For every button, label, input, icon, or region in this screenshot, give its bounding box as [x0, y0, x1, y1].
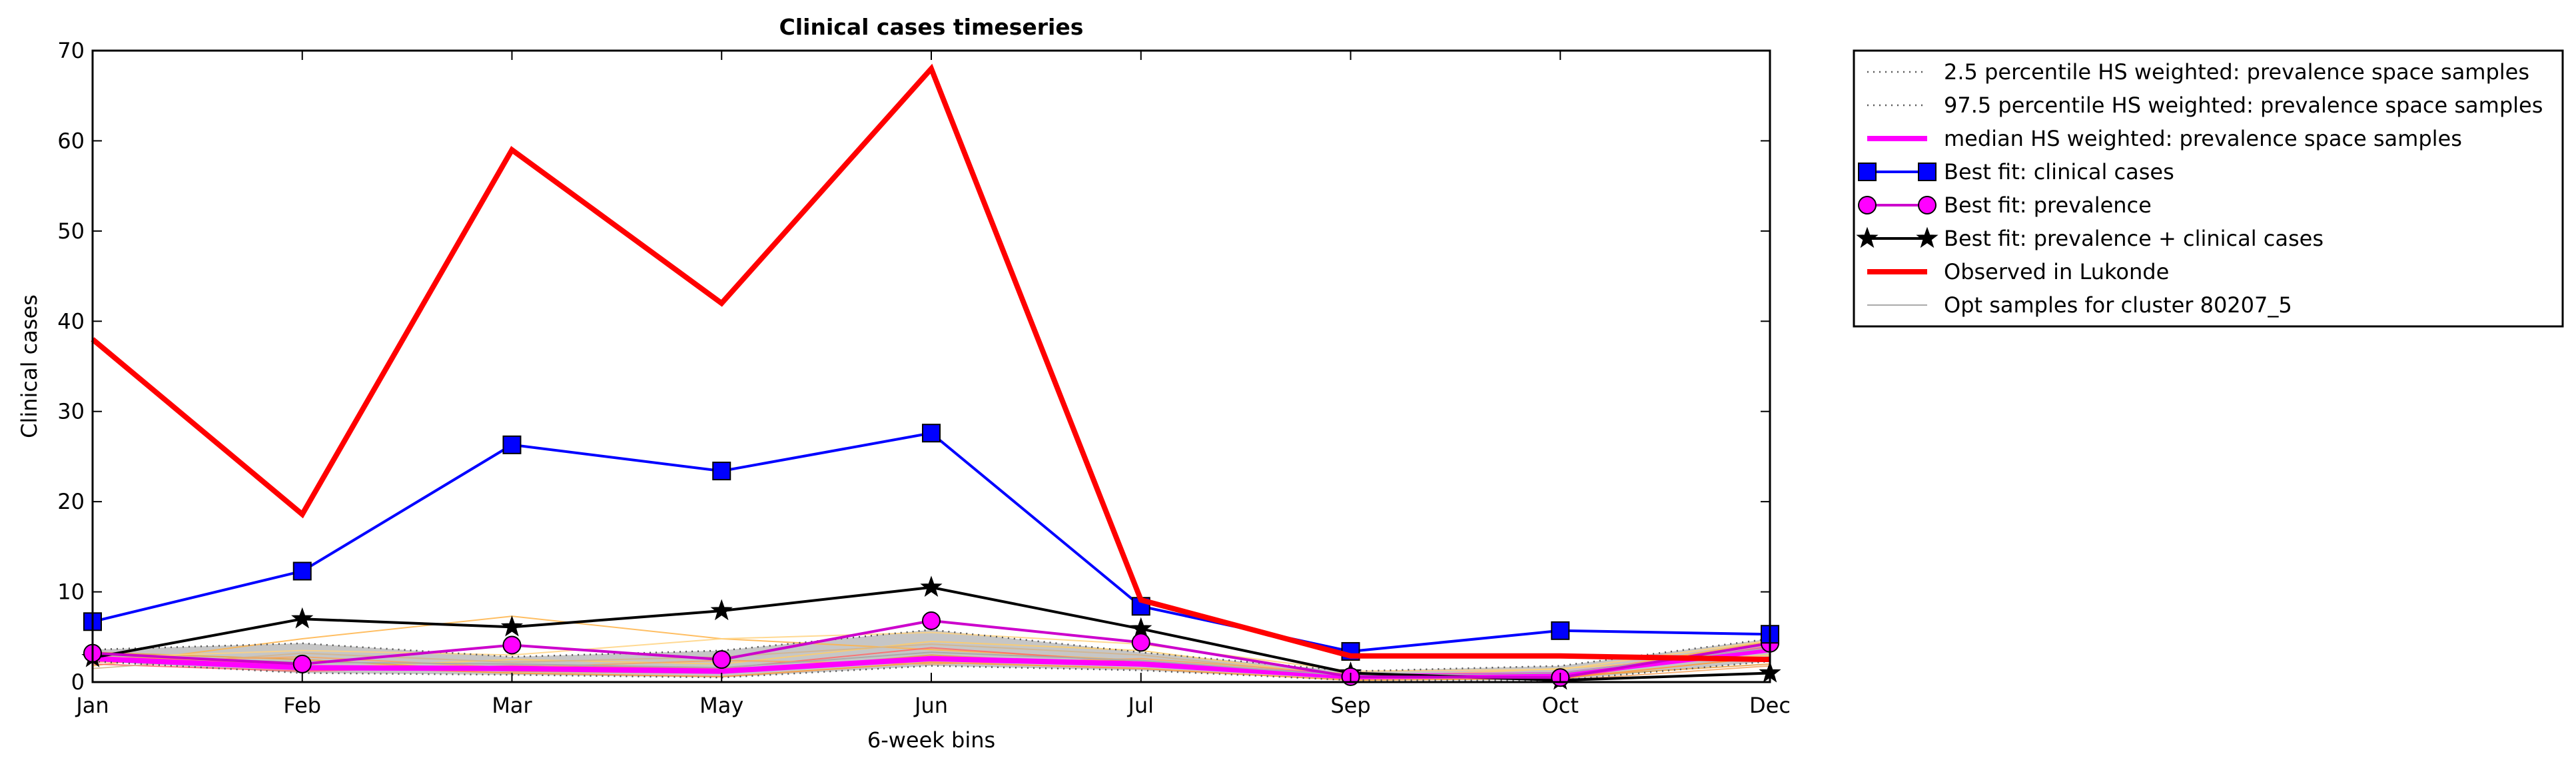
y-tick-label: 0 — [71, 669, 85, 695]
series-4-point-2 — [502, 635, 522, 655]
y-tick-label: 50 — [57, 218, 85, 244]
legend-marker-4-b — [1918, 196, 1936, 214]
x-tick-label: May — [699, 693, 743, 718]
series-5-point-3 — [710, 599, 733, 621]
legend-label: Observed in Lukonde — [1944, 259, 2169, 284]
legend-marker-5-b — [1916, 226, 1938, 248]
x-tick-label: Jan — [75, 693, 109, 718]
legend: 2.5 percentile HS weighted: prevalence s… — [1853, 49, 2564, 328]
legend-label: 2.5 percentile HS weighted: prevalence s… — [1944, 59, 2529, 85]
sample-line-5 — [92, 631, 1771, 672]
legend-label: Best fit: prevalence — [1944, 193, 2152, 218]
series-line-7 — [92, 647, 1771, 677]
legend-label: Best fit: prevalence + clinical cases — [1944, 226, 2324, 251]
series-line-0 — [92, 660, 1771, 681]
y-tick-label: 10 — [57, 579, 85, 605]
y-tick-label: 20 — [57, 489, 85, 514]
series-line-6 — [91, 63, 1771, 663]
series-3-point-7 — [1551, 621, 1570, 640]
x-tick-label: Feb — [283, 693, 321, 718]
x-axis-label: 6-week bins — [867, 727, 995, 753]
legend-label: median HS weighted: prevalence space sam… — [1944, 126, 2462, 151]
x-tick-label: Jun — [913, 693, 948, 718]
chart-title: Clinical cases timeseries — [779, 14, 1084, 40]
series-5-point-1 — [291, 607, 314, 629]
x-tick-label: Dec — [1749, 693, 1791, 718]
legend-label: Opt samples for cluster 80207_5 — [1944, 292, 2292, 318]
series-4-point-5 — [1131, 633, 1150, 652]
series-4-point-3 — [712, 650, 731, 669]
series-3-point-1 — [292, 562, 312, 581]
axes: 0 10 20 30 40 50 60 70 Jan Feb Mar May Jun Jul Sep Oct D… — [57, 38, 1791, 718]
x-tick-label: Jul — [1126, 693, 1154, 718]
series-4-point-1 — [292, 654, 312, 673]
legend-marker-5-a — [1856, 226, 1879, 248]
series-line-2 — [92, 647, 1771, 679]
y-tick-label: 70 — [57, 38, 85, 63]
series-5-point-4 — [920, 576, 943, 597]
series-3-point-2 — [502, 435, 522, 454]
legend-marker-3-a — [1858, 163, 1877, 181]
plot-area — [81, 63, 1781, 690]
series-3-point-4 — [922, 424, 941, 443]
y-axis-label: Clinical cases — [17, 294, 42, 438]
legend-marker-3-b — [1918, 163, 1936, 181]
y-tick-label: 60 — [57, 128, 85, 153]
y-tick-label: 40 — [57, 308, 85, 334]
x-tick-label: Sep — [1330, 693, 1370, 718]
legend-label: Best fit: clinical cases — [1944, 159, 2174, 185]
x-tick-label: Mar — [492, 693, 532, 718]
series-3-point-3 — [712, 462, 731, 481]
legend-label: 97.5 percentile HS weighted: prevalence … — [1944, 93, 2543, 118]
y-tick-label: 30 — [57, 399, 85, 424]
series-4-point-4 — [922, 611, 941, 630]
legend-marker-4-a — [1858, 196, 1877, 214]
legend-box — [1853, 49, 2564, 328]
series-5-point-2 — [500, 615, 524, 637]
x-tick-label: Oct — [1542, 693, 1579, 718]
